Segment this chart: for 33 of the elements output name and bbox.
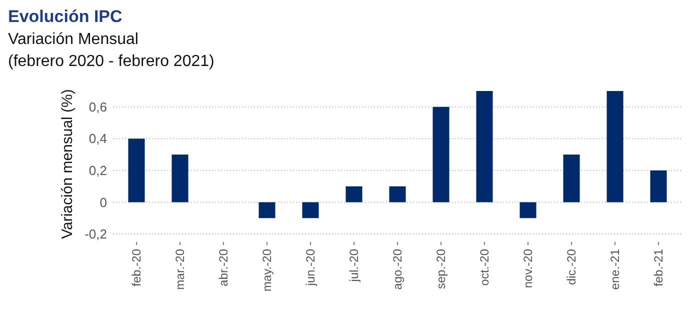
- bar: [389, 186, 406, 202]
- bar: [476, 91, 493, 202]
- chart-title: Evolución IPC: [8, 7, 122, 26]
- y-tick-label: 0,4: [88, 131, 107, 146]
- x-tick-label: jun.-20: [304, 248, 318, 287]
- bar: [128, 138, 145, 202]
- x-tick-label: oct.-20: [478, 248, 492, 286]
- bar: [346, 186, 362, 202]
- bar: [432, 106, 450, 202]
- y-tick-label: 0,6: [88, 99, 107, 114]
- x-tick-label: ene.-21: [608, 248, 622, 290]
- x-tick-label: nov.-20: [521, 248, 536, 288]
- bar: [650, 170, 667, 202]
- y-tick-label: 0,2: [88, 162, 107, 178]
- x-tick-label: feb.-21: [652, 248, 666, 286]
- x-tick-label: mar.-20: [173, 248, 188, 290]
- chart-subtitle: Variación Mensual (febrero 2020 - febrero 2021): [8, 31, 214, 70]
- x-tick-label: sep.-20: [434, 248, 448, 290]
- bar: [563, 154, 580, 202]
- x-tick-label: may.-20: [260, 248, 274, 292]
- bar: [172, 154, 188, 202]
- y-tick-label: 0: [100, 194, 107, 210]
- bar: [302, 202, 319, 218]
- x-tick-label: feb.-20: [130, 248, 144, 286]
- x-tick-label: ago.-20: [390, 248, 405, 290]
- bar: [520, 202, 536, 218]
- y-axis-title: Variación mensual (%): [59, 89, 76, 239]
- x-tick-label: jul.-20: [347, 248, 362, 283]
- bar: [606, 91, 624, 202]
- bar: [258, 202, 276, 218]
- x-tick-label: dic.-20: [564, 248, 579, 286]
- x-tick-label: abr.-20: [216, 248, 231, 286]
- y-tick-label: -0,2: [84, 226, 107, 242]
